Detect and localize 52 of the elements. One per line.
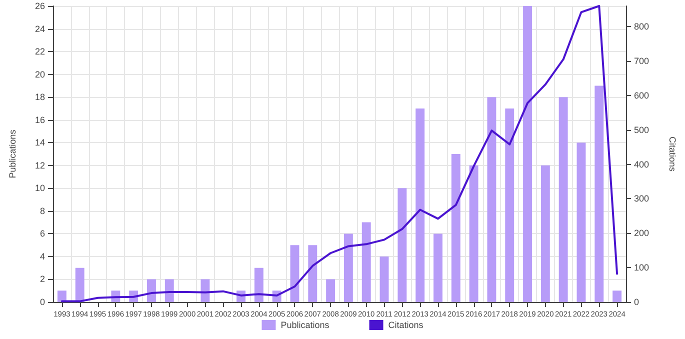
y2-tick-label: 200 [634, 228, 650, 238]
y2-tick-label: 300 [634, 194, 650, 204]
bar [540, 165, 550, 302]
y2-tick-label: 0 [634, 297, 640, 307]
legend-label: Publications [280, 320, 330, 330]
bar [451, 154, 460, 302]
y2-tick-label: 400 [634, 159, 650, 170]
bar [57, 290, 66, 302]
y-tick-label: 2 [40, 274, 45, 284]
bar [75, 268, 84, 302]
bar [164, 279, 174, 302]
y2-tick-label: 600 [634, 90, 650, 100]
bar [326, 279, 336, 302]
bar [308, 245, 318, 302]
bar [362, 222, 371, 302]
bar [558, 97, 568, 302]
y-tick-label: 26 [34, 1, 45, 11]
bar [487, 97, 496, 302]
y-tick-label: 16 [34, 114, 45, 125]
bar [594, 86, 604, 302]
y-tick-label: 4 [40, 251, 45, 262]
bar [344, 234, 353, 302]
y2-tick-label: 100 [634, 262, 650, 273]
bar [505, 108, 514, 302]
y-tick-label: 22 [34, 46, 45, 57]
y-tick-label: 12 [34, 160, 45, 170]
bar [380, 256, 389, 302]
y-tick-label: 6 [40, 228, 45, 239]
bar [254, 268, 264, 302]
line-series [60, 5, 618, 302]
y-tick-label: 24 [34, 24, 45, 34]
bar [523, 6, 532, 302]
y-tick-label: 8 [40, 206, 45, 216]
y2-tick-label: 800 [634, 22, 650, 32]
y-tick-label: 18 [34, 92, 45, 102]
y-tick-label: 10 [34, 183, 45, 194]
y2-axis-title: Citations [668, 136, 678, 172]
bar [576, 142, 586, 302]
bar [434, 234, 442, 302]
bar [416, 108, 425, 302]
y2-tick-label: 700 [634, 56, 650, 66]
legend-label: Citations [388, 320, 424, 330]
y-tick-label: 20 [34, 69, 45, 80]
bar [200, 279, 210, 302]
bar [290, 245, 300, 302]
bar [398, 188, 407, 302]
bar [469, 165, 478, 302]
y2-tick-label: 500 [634, 124, 650, 135]
bar [612, 290, 622, 302]
y-axis-title: Publications [8, 129, 18, 178]
y-tick-label: 0 [40, 297, 45, 307]
y-tick-label: 14 [34, 138, 45, 148]
